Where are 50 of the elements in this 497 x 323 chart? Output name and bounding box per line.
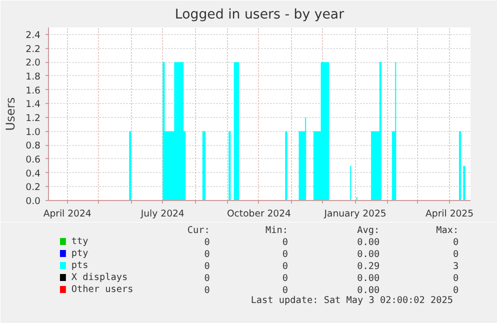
y-tick-label: 0.0 [26,196,41,207]
text: 0 [204,249,210,260]
text: 0 [204,285,210,296]
text: 0 [282,249,288,260]
text: 0 [452,237,459,248]
text: 0 [452,273,459,284]
text: 0.00 [357,249,380,260]
text: 0 [282,285,288,296]
text: Avg: [357,225,380,236]
legend-label: tty [71,236,89,247]
text: Cur: [187,225,210,236]
y-tick-label: 0.6 [26,154,41,166]
y-tick-label: 1.4 [26,99,41,110]
y-tick-label: 2.2 [26,44,41,55]
text: 0 [452,285,459,296]
x-tick-label: October 2024 [226,208,292,220]
y-tick-label: 1.0 [26,126,41,138]
text: 0.00 [357,273,380,284]
x-tick-label: April 2025 [426,208,474,220]
text: 3 [452,261,459,272]
text: 0 [204,273,210,284]
y-axis-title: Users [4,97,18,131]
text: Min: [265,225,288,236]
x-tick-label: April 2024 [43,208,92,220]
text: Max: [436,225,459,236]
x-tick-label: January 2025 [323,208,386,220]
text: 0 [452,249,459,260]
y-tick-label: 1.2 [26,112,41,124]
text: 0 [282,273,288,284]
y-tick-label: 0.8 [26,140,41,152]
y-tick-label: 0.4 [26,168,41,180]
chart-title: Logged in users - by year [174,8,345,22]
y-tick-label: 0.2 [26,182,41,194]
legend-label: pty [71,248,89,259]
y-tick-label: 1.8 [26,71,41,82]
text: Last update: Sat May 3 02:00:02 2025 [250,295,454,306]
legend-label: X displays [71,272,128,283]
text: 0.29 [357,261,380,272]
text: 0 [204,261,210,272]
y-tick-label: 2.4 [26,30,41,41]
legend-label: pts [71,260,88,271]
text: 0.00 [357,285,380,296]
x-tick-label: July 2024 [140,208,184,220]
y-tick-label: 2.0 [26,58,41,69]
legend-label: Other users [71,284,134,295]
text: 0 [282,237,288,248]
text: 0 [282,261,288,272]
text: 0 [204,237,210,248]
y-tick-label: 1.6 [26,85,41,96]
text: 0.00 [357,237,380,248]
